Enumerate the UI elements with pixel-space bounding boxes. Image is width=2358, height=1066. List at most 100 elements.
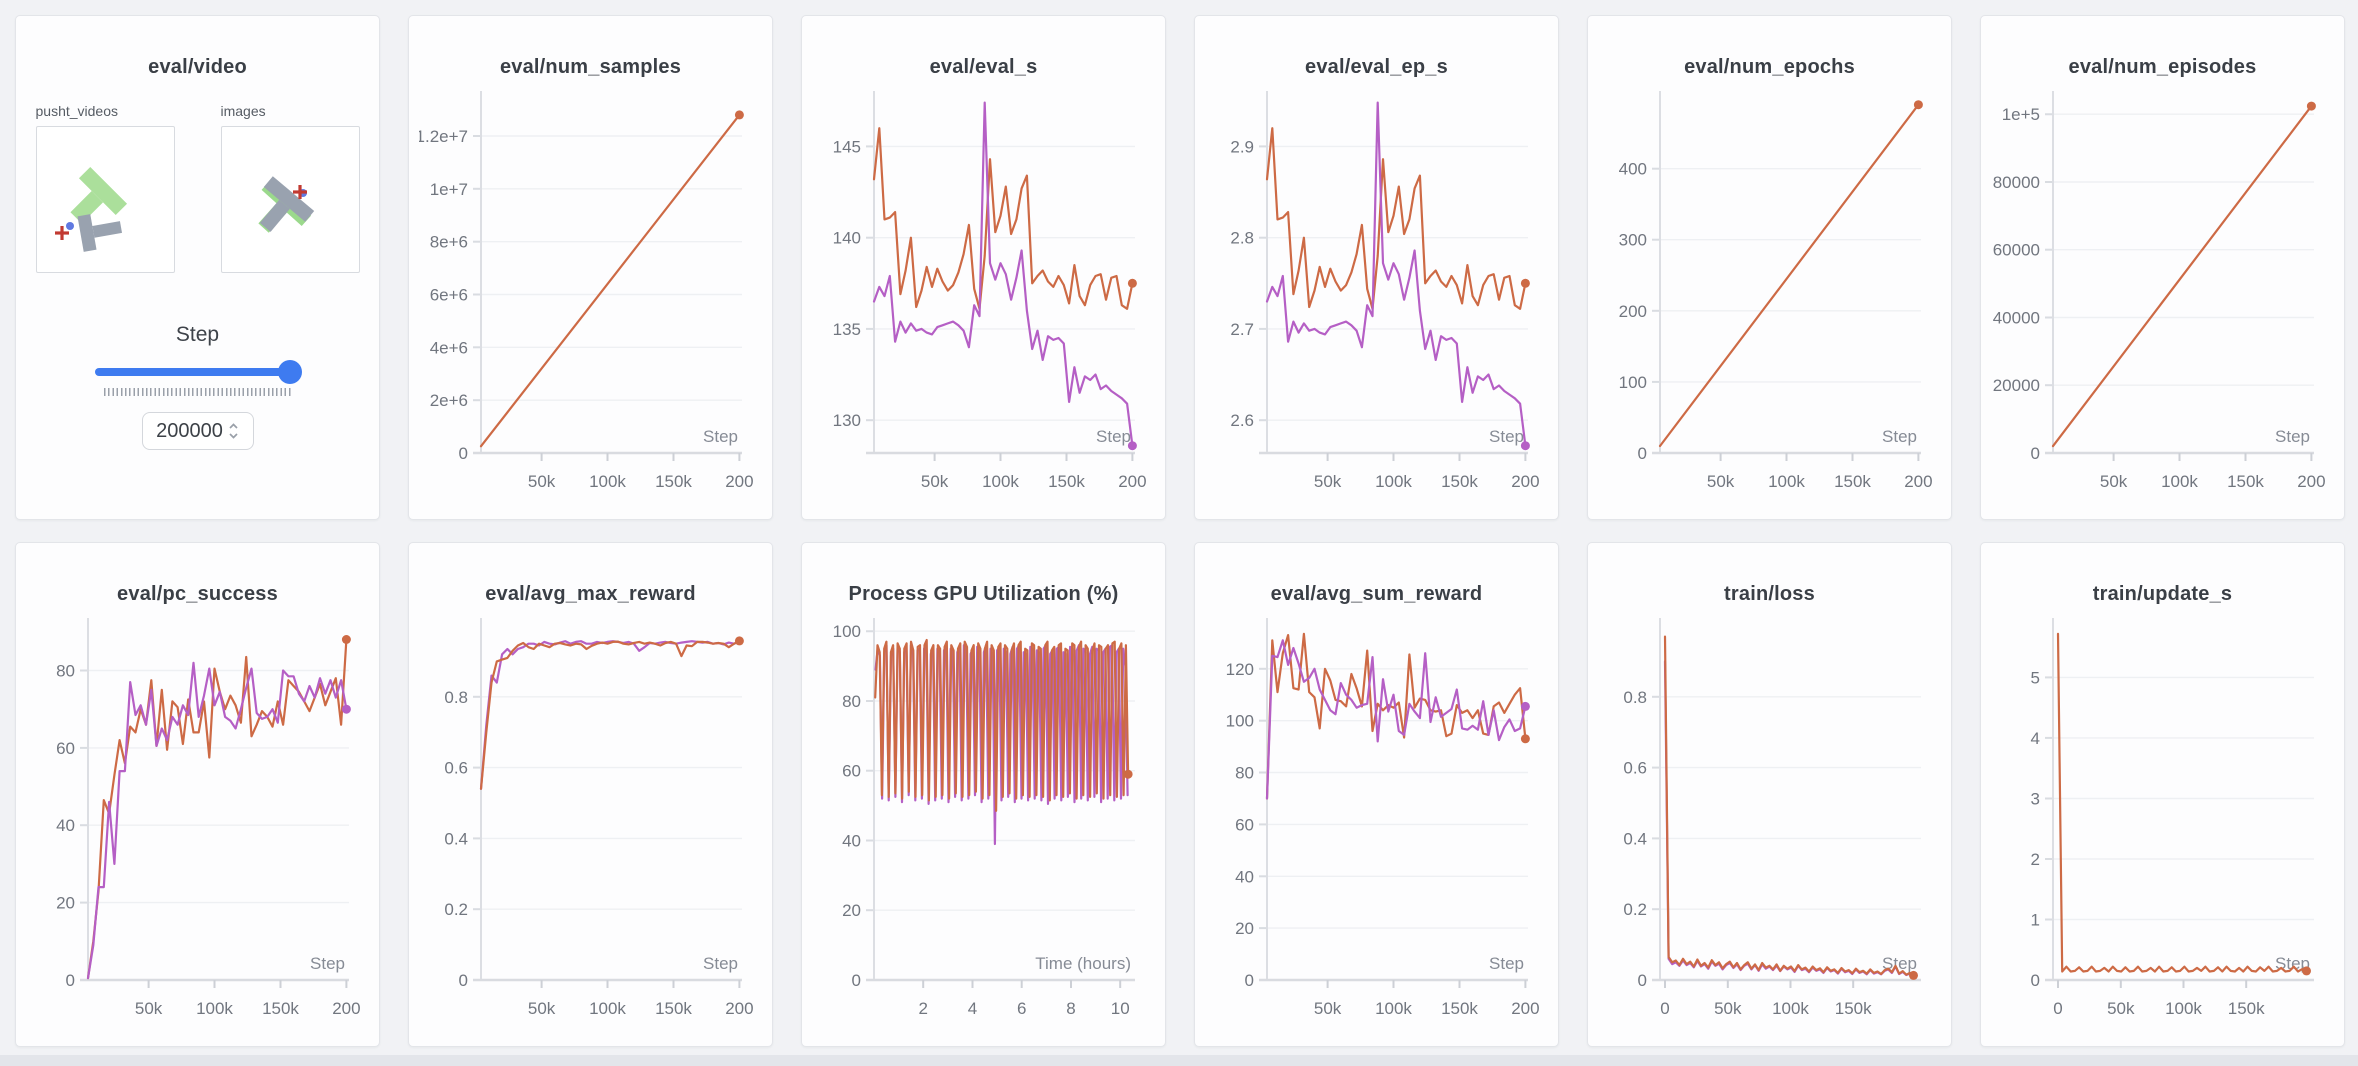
svg-text:400: 400 [1619,160,1647,179]
svg-text:3: 3 [2031,790,2040,809]
svg-text:200: 200 [2297,472,2325,491]
svg-text:100k: 100k [1375,999,1412,1018]
chart-canvas[interactable]: 0 20 40 60 80 50k 100k 150k 200 Step [26,614,369,1032]
svg-text:8: 8 [1066,999,1075,1018]
svg-text:Time (hours): Time (hours) [1035,954,1131,973]
chart-canvas[interactable]: 0 2e+6 4e+6 6e+6 8e+6 1e+7 1.2e+7 50k 100k 150k 20… [416,87,762,505]
svg-text:50k: 50k [2100,472,2128,491]
panel-eval-video[interactable]: eval/video pusht_videos [15,15,380,520]
slider-thumb[interactable] [278,360,302,384]
panel-process-gpu-utilization[interactable]: Process GPU Utilization (%) 0 20 40 60 80 100… [801,542,1166,1047]
chart-title: eval/eval_ep_s [1305,56,1448,78]
svg-text:40: 40 [1235,867,1254,886]
media-label: images [220,103,266,119]
svg-text:Step: Step [703,427,738,446]
panel-eval-num-epochs[interactable]: eval/num_epochs 0 100 200 300 400 50k 100k 150k… [1587,15,1952,520]
panel-eval-num-samples[interactable]: eval/num_samples 0 2e+6 4e+6 6e+6 8e+6 1e+7 1.… [408,15,773,520]
chart-canvas[interactable]: 0 20000 40000 60000 80000 1e+5 50k 100k 150k 200 S… [1991,87,2334,505]
svg-text:100: 100 [1226,712,1254,731]
panel-eval-eval-ep-s[interactable]: eval/eval_ep_s 2.6 2.7 2.8 2.9 50k 100k 150k 20… [1194,15,1559,520]
step-slider[interactable] [95,359,302,385]
svg-text:5: 5 [2031,668,2040,687]
chart-title: eval/num_epochs [1684,56,1855,78]
svg-text:60000: 60000 [1993,241,2040,260]
step-input[interactable]: 200000 [141,412,254,450]
svg-text:100k: 100k [2165,999,2202,1018]
chart-canvas[interactable]: 0 0.2 0.4 0.6 0.8 50k 100k 150k 200 Step [419,614,762,1032]
chart-canvas[interactable]: 0 20 40 60 80 100 120 50k 100k 150k 200 Step [1205,614,1548,1032]
svg-text:150k: 150k [1441,999,1478,1018]
chart-canvas[interactable]: 2.6 2.7 2.8 2.9 50k 100k 150k 200 Step [1205,87,1548,505]
chart-title: train/update_s [2092,583,2233,605]
svg-text:40: 40 [842,832,861,851]
media-label: pusht_videos [35,103,119,119]
pusht-scene-icon [257,176,314,233]
svg-text:0: 0 [459,444,468,463]
svg-text:1: 1 [2031,911,2040,930]
svg-text:2.8: 2.8 [1230,229,1254,248]
chart-title: train/loss [1724,583,1815,605]
svg-text:80: 80 [842,692,861,711]
svg-text:20: 20 [842,901,861,920]
panel-eval-avg-max-reward[interactable]: eval/avg_max_reward 0 0.2 0.4 0.6 0.8 50k 100k… [408,542,773,1047]
svg-text:80: 80 [1235,764,1254,783]
svg-text:0.6: 0.6 [444,759,468,778]
chart-svg: 0 20 40 60 80 100 120 50k 100k 150k 200 Step [1226,618,1540,1018]
svg-text:0.8: 0.8 [444,688,468,707]
svg-text:150k: 150k [1441,472,1478,491]
chart-canvas[interactable]: 0 1 2 3 4 5 0 50k 100k 150k Step [1991,614,2334,1032]
svg-text:2.7: 2.7 [1230,320,1254,339]
panel-eval-pc-success[interactable]: eval/pc_success 0 20 40 60 80 50k 100k 150k 200 S… [15,542,380,1047]
svg-text:120: 120 [1226,660,1254,679]
svg-text:60: 60 [842,762,861,781]
pusht-video-thumbnail[interactable] [35,126,175,273]
svg-text:2.9: 2.9 [1230,137,1254,156]
svg-text:6: 6 [1017,999,1026,1018]
chart-svg: 0 20000 40000 60000 80000 1e+5 50k 100k 150k 200 S… [1993,91,2326,491]
svg-text:200: 200 [1904,472,1932,491]
chart-svg: 0 0.2 0.4 0.6 0.8 50k 100k 150k 200 Step [444,618,754,1018]
svg-text:50k: 50k [1714,999,1742,1018]
svg-text:40: 40 [56,816,75,835]
svg-text:200: 200 [1118,472,1146,491]
svg-text:4e+6: 4e+6 [430,338,468,357]
svg-text:140: 140 [833,229,861,248]
svg-text:0: 0 [66,971,75,990]
svg-text:1e+7: 1e+7 [430,180,468,199]
svg-text:200: 200 [332,999,360,1018]
svg-text:Step: Step [1096,427,1131,446]
svg-text:50k: 50k [1314,999,1342,1018]
svg-text:100k: 100k [589,999,626,1018]
panel-train-update-s[interactable]: train/update_s 0 1 2 3 4 5 0 50k 100k 150k Step [1980,542,2345,1047]
svg-text:4: 4 [2031,729,2040,748]
images-thumbnail[interactable] [220,126,360,273]
chart-title: eval/avg_max_reward [485,583,696,605]
chart-canvas[interactable]: 0 20 40 60 80 100 2 4 6 8 10 Time (hours) [812,614,1155,1032]
svg-text:2: 2 [2031,850,2040,869]
svg-text:0.2: 0.2 [1623,900,1647,919]
svg-text:100k: 100k [982,472,1019,491]
chart-title: eval/pc_success [117,583,278,605]
svg-text:20: 20 [56,894,75,913]
svg-text:0.6: 0.6 [1623,759,1647,778]
svg-text:50k: 50k [1707,472,1735,491]
chart-canvas[interactable]: 0 0.2 0.4 0.6 0.8 0 50k 100k 150k Step [1598,614,1941,1032]
chart-title: eval/num_episodes [2068,56,2257,78]
svg-text:Step: Step [2275,954,2310,973]
slider-track[interactable] [95,360,302,384]
stepper-arrows-icon[interactable] [228,420,239,442]
panel-eval-eval-s[interactable]: eval/eval_s 130 135 140 145 50k 100k 150k 200 St… [801,15,1166,520]
svg-text:200: 200 [1619,302,1647,321]
svg-text:80: 80 [56,662,75,681]
chart-canvas[interactable]: 0 100 200 300 400 50k 100k 150k 200 Step [1598,87,1941,505]
slider-ruler-ticks [103,388,292,396]
chart-canvas[interactable]: 130 135 140 145 50k 100k 150k 200 Step [812,87,1155,505]
svg-text:50k: 50k [1314,472,1342,491]
chart-svg: 0 20 40 60 80 100 2 4 6 8 10 Time (hours) [833,618,1135,1018]
panel-eval-avg-sum-reward[interactable]: eval/avg_sum_reward 0 20 40 60 80 100 120 50k 10… [1194,542,1559,1047]
svg-text:100k: 100k [589,472,626,491]
svg-text:0: 0 [852,971,861,990]
svg-text:0.8: 0.8 [1623,688,1647,707]
panel-eval-num-episodes[interactable]: eval/num_episodes 0 20000 40000 60000 80000 1… [1980,15,2345,520]
panel-train-loss[interactable]: train/loss 0 0.2 0.4 0.6 0.8 0 50k 100k 150k Step [1587,542,1952,1047]
